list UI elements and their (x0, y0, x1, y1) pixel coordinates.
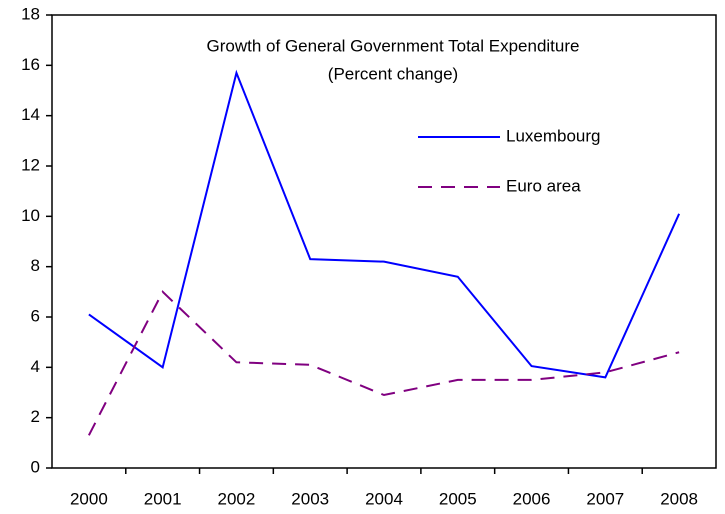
x-tick-label: 2001 (144, 489, 182, 508)
x-tick-label: 2005 (439, 489, 477, 508)
plot-area (51, 14, 717, 469)
x-tick-label: 2008 (660, 489, 698, 508)
x-tick-label: 2007 (586, 489, 624, 508)
x-tick-label: 2006 (513, 489, 551, 508)
y-tick-label: 16 (21, 55, 40, 74)
legend-label: Euro area (506, 176, 581, 195)
y-tick-label: 14 (21, 105, 40, 124)
y-tick-label: 4 (31, 357, 40, 376)
x-tick-label: 2002 (218, 489, 256, 508)
y-tick-label: 8 (31, 256, 40, 275)
series-line (87, 290, 680, 436)
x-tick-label: 2004 (365, 489, 403, 508)
chart-title: Growth of General Government Total Expen… (207, 36, 580, 55)
y-tick-label: 12 (21, 155, 40, 174)
y-tick-label: 2 (31, 407, 40, 426)
y-tick-label: 6 (31, 306, 40, 325)
y-tick-label: 0 (31, 457, 40, 476)
series-line (88, 69, 681, 379)
x-tick-label: 2000 (70, 489, 108, 508)
y-tick-label: 18 (21, 4, 40, 23)
y-tick-label: 10 (21, 206, 40, 225)
legend-label: Luxembourg (506, 126, 601, 145)
chart-subtitle: (Percent change) (328, 64, 458, 83)
x-tick-label: 2003 (291, 489, 329, 508)
